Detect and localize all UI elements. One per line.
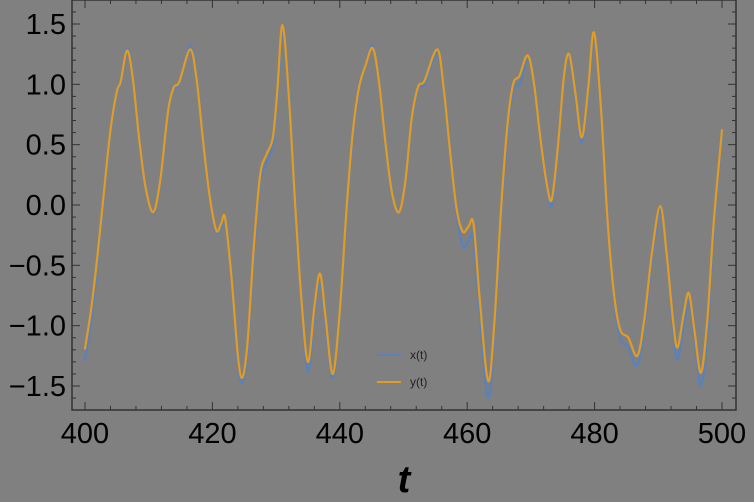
y-tick-label: 1.0 [26, 69, 66, 101]
series-line-yt [83, 24, 724, 383]
legend-label: y(t) [410, 375, 427, 389]
legend: x(t) y(t) [377, 348, 427, 389]
y-tick-label: −1.5 [9, 371, 66, 403]
legend-label: x(t) [410, 348, 427, 362]
plot-area [83, 24, 724, 400]
x-tick-label: 460 [443, 418, 491, 450]
x-tick-label: 440 [316, 418, 364, 450]
y-tick-label: 0.5 [26, 130, 66, 162]
y-tick-label: 1.5 [26, 9, 66, 41]
y-tick-label: −1.0 [9, 311, 66, 343]
x-tick-label: 500 [698, 418, 746, 450]
series-layer [83, 24, 724, 400]
x-tick-label: 480 [570, 418, 618, 450]
y-axis: −1.5 −1.0 −0.5 0.0 0.5 1.0 1.5 [9, 9, 736, 403]
x-tick-label: 400 [61, 418, 109, 450]
y-tick-label: 0.0 [26, 190, 66, 222]
x-axis-title: t [398, 459, 412, 501]
x-tick-label: 420 [188, 418, 236, 450]
y-tick-label: −0.5 [9, 250, 66, 282]
x-axis: 400 420 440 460 480 500 [61, 0, 746, 450]
